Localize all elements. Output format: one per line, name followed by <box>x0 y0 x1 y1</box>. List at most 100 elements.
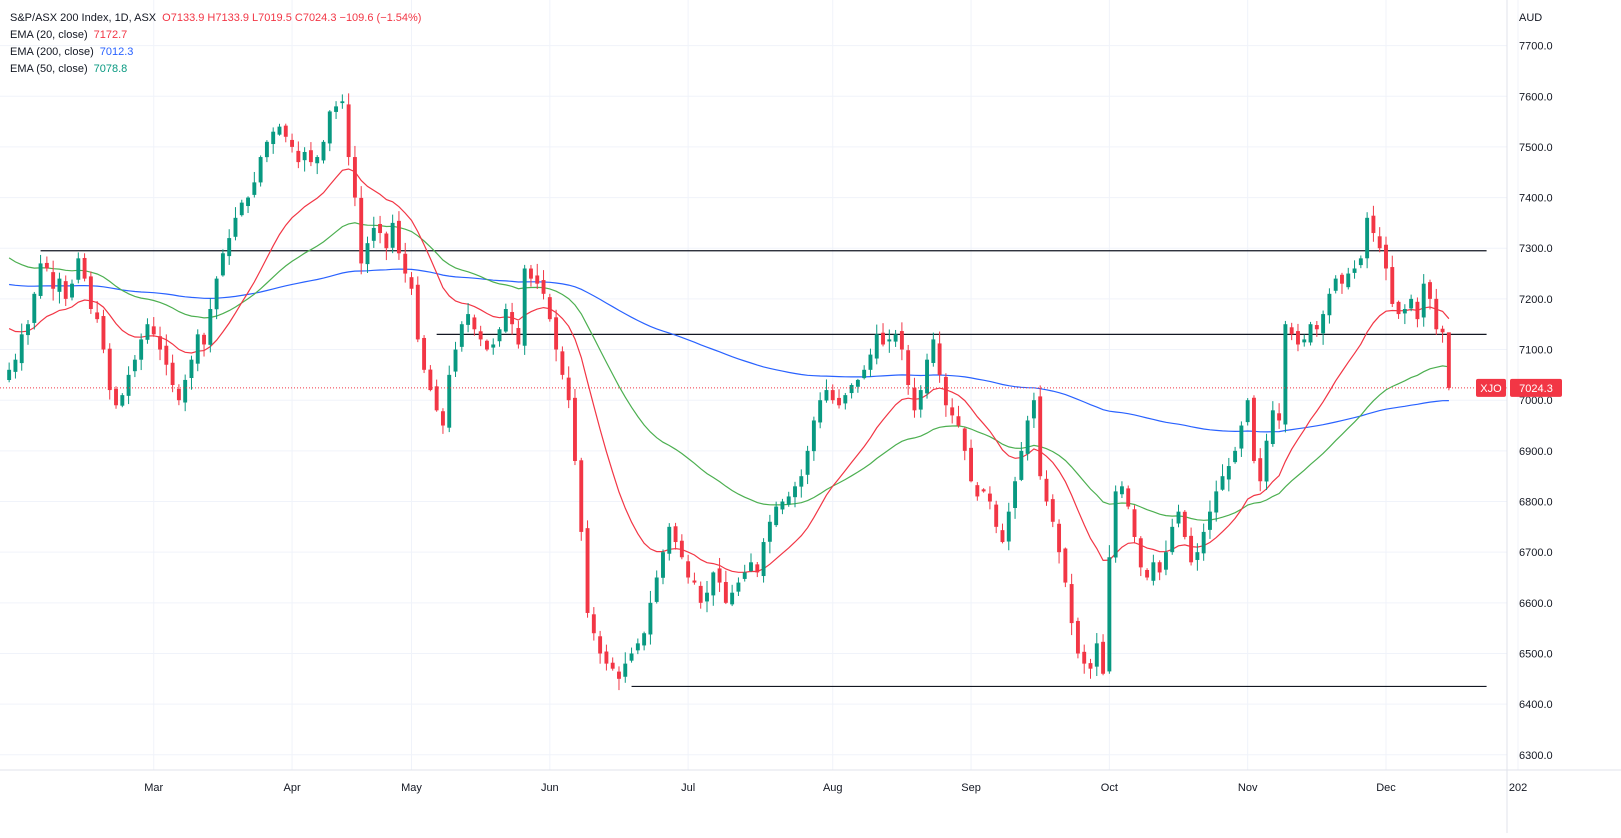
candle[interactable] <box>1434 288 1439 335</box>
candle[interactable] <box>522 264 527 355</box>
candle[interactable] <box>1132 505 1137 544</box>
candle[interactable] <box>598 630 603 664</box>
candle[interactable] <box>1082 644 1087 674</box>
candle[interactable] <box>1252 395 1256 464</box>
candle[interactable] <box>258 155 263 187</box>
candle[interactable] <box>7 362 12 383</box>
candle[interactable] <box>1352 260 1357 279</box>
candle[interactable] <box>158 326 162 361</box>
candle[interactable] <box>214 276 219 320</box>
candle[interactable] <box>887 329 892 353</box>
candle[interactable] <box>705 580 709 613</box>
candle[interactable] <box>698 581 703 609</box>
price-axis[interactable]: AUD 7700.0 7600.0 7500.0 7400.0 7300.0 7200.0 7… <box>1476 0 1562 833</box>
candle[interactable] <box>943 373 948 417</box>
candle[interactable] <box>899 322 904 361</box>
candle[interactable] <box>1063 547 1068 588</box>
candle[interactable] <box>560 346 565 380</box>
candle[interactable] <box>648 590 653 645</box>
candle[interactable] <box>63 275 68 307</box>
candle[interactable] <box>994 500 999 534</box>
candle[interactable] <box>371 216 376 248</box>
candle[interactable] <box>736 577 741 596</box>
candle[interactable] <box>673 522 678 550</box>
candle[interactable] <box>799 469 804 498</box>
candle[interactable] <box>434 379 439 412</box>
candle[interactable] <box>617 666 621 691</box>
candle[interactable] <box>44 256 49 272</box>
candle[interactable] <box>1283 320 1288 433</box>
candle[interactable] <box>503 303 508 333</box>
candle[interactable] <box>334 101 339 119</box>
candle[interactable] <box>1050 494 1055 528</box>
candle[interactable] <box>440 408 445 434</box>
candle[interactable] <box>1157 560 1162 581</box>
candle[interactable] <box>422 335 427 374</box>
candle[interactable] <box>893 329 898 347</box>
candle[interactable] <box>101 309 106 354</box>
candle[interactable] <box>1195 543 1200 571</box>
candle[interactable] <box>786 491 791 507</box>
candle[interactable] <box>566 366 571 409</box>
legend-ema50-row[interactable]: EMA (50, close) 7078.8 <box>10 61 421 78</box>
candle[interactable] <box>352 145 357 207</box>
candle[interactable] <box>761 538 766 583</box>
candle[interactable] <box>541 270 546 300</box>
candle[interactable] <box>1440 325 1445 343</box>
candle[interactable] <box>233 207 238 241</box>
candle[interactable] <box>1214 480 1219 522</box>
candle[interactable] <box>1409 294 1414 312</box>
candle[interactable] <box>1182 510 1187 540</box>
candle[interactable] <box>1428 279 1432 310</box>
candle[interactable] <box>19 323 24 371</box>
candle[interactable] <box>57 272 62 304</box>
candle[interactable] <box>918 385 923 418</box>
candle[interactable] <box>485 339 489 352</box>
candle[interactable] <box>516 321 521 349</box>
candle[interactable] <box>384 231 389 261</box>
candle[interactable] <box>126 366 131 405</box>
candle[interactable] <box>403 242 408 283</box>
candle[interactable] <box>151 317 156 337</box>
candle[interactable] <box>1176 504 1181 528</box>
candle[interactable] <box>554 309 559 362</box>
candle[interactable] <box>749 553 753 573</box>
candle[interactable] <box>1390 255 1395 308</box>
candle[interactable] <box>1057 519 1062 564</box>
candle[interactable] <box>529 264 533 287</box>
candle[interactable] <box>730 584 735 607</box>
candle[interactable] <box>1321 310 1326 345</box>
candle[interactable] <box>497 327 502 347</box>
candle[interactable] <box>378 215 383 244</box>
candle[interactable] <box>717 557 722 592</box>
candle[interactable] <box>70 279 74 301</box>
candle[interactable] <box>1038 385 1043 480</box>
candle[interactable] <box>579 457 584 541</box>
candle[interactable] <box>202 332 206 357</box>
candle[interactable] <box>252 171 257 198</box>
candle[interactable] <box>327 110 332 152</box>
candle[interactable] <box>32 291 37 330</box>
candle[interactable] <box>1233 446 1238 464</box>
candle[interactable] <box>296 141 301 169</box>
candle[interactable] <box>1396 300 1401 319</box>
candle[interactable] <box>139 333 144 371</box>
candle[interactable] <box>466 303 471 333</box>
candle[interactable] <box>711 571 716 606</box>
candle[interactable] <box>208 298 213 353</box>
candle[interactable] <box>774 501 779 528</box>
candle[interactable] <box>1239 421 1244 457</box>
candle[interactable] <box>1346 267 1351 290</box>
candle[interactable] <box>830 384 835 404</box>
candle[interactable] <box>981 488 986 493</box>
candle[interactable] <box>925 353 929 399</box>
candle[interactable] <box>837 389 841 409</box>
candle[interactable] <box>1107 545 1112 674</box>
candle[interactable] <box>811 416 816 461</box>
candle[interactable] <box>862 365 867 380</box>
candle[interactable] <box>396 211 401 260</box>
candle[interactable] <box>1365 212 1370 269</box>
candle[interactable] <box>679 534 684 560</box>
candle[interactable] <box>950 398 955 424</box>
candle[interactable] <box>26 320 30 345</box>
